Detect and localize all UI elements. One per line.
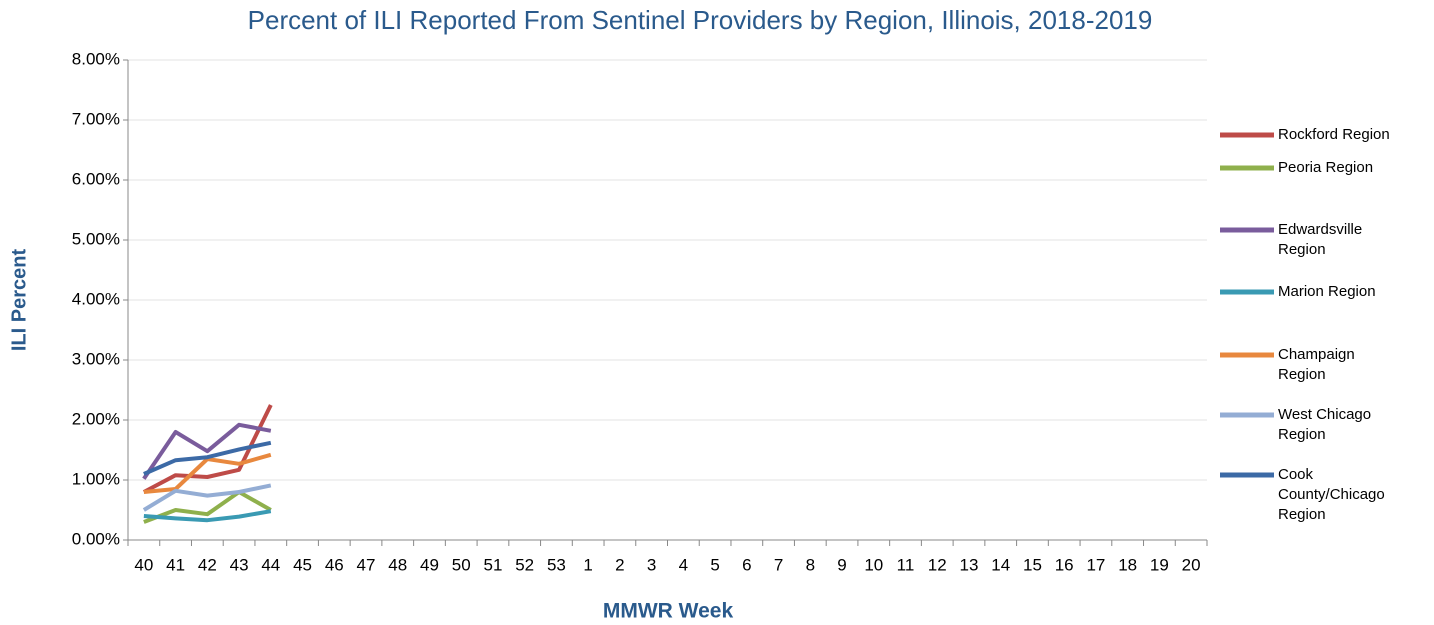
x-tick-label: 43 bbox=[230, 555, 249, 574]
y-tick-label: 1.00% bbox=[72, 469, 120, 488]
y-tick-label: 3.00% bbox=[72, 349, 120, 368]
legend-label: Peoria Region bbox=[1278, 159, 1374, 176]
y-tick-label: 0.00% bbox=[72, 529, 120, 548]
x-tick-label: 14 bbox=[991, 555, 1010, 574]
x-tick-label: 13 bbox=[960, 555, 979, 574]
y-axis-title: ILI Percent bbox=[8, 249, 30, 352]
series-line bbox=[142, 483, 272, 512]
x-tick-label: 8 bbox=[806, 555, 815, 574]
x-tick-label: 10 bbox=[864, 555, 883, 574]
x-tick-label: 47 bbox=[357, 555, 376, 574]
x-tick-label: 19 bbox=[1150, 555, 1169, 574]
series-line bbox=[143, 509, 272, 523]
x-tick-label: 42 bbox=[198, 555, 217, 574]
legend-label: Marion Region bbox=[1278, 283, 1376, 300]
legend-label: Champaign Region bbox=[1278, 346, 1355, 383]
x-tick-label: 5 bbox=[710, 555, 719, 574]
x-tick-label: 3 bbox=[647, 555, 656, 574]
x-tick-label: 17 bbox=[1086, 555, 1105, 574]
series-line bbox=[143, 490, 272, 524]
x-tick-label: 45 bbox=[293, 555, 312, 574]
x-tick-label: 41 bbox=[166, 555, 185, 574]
legend-label: Rockford Region bbox=[1278, 126, 1390, 143]
legend-label: Edwardsville Region bbox=[1278, 221, 1363, 258]
y-tick-label: 5.00% bbox=[72, 229, 120, 248]
y-tick-label: 6.00% bbox=[72, 169, 120, 188]
y-tick-label: 2.00% bbox=[72, 409, 120, 428]
series-line bbox=[142, 422, 272, 480]
x-tick-label: 44 bbox=[261, 555, 280, 574]
legend-label: West Chicago Region bbox=[1278, 406, 1372, 443]
x-tick-label: 15 bbox=[1023, 555, 1042, 574]
chart-title: Percent of ILI Reported From Sentinel Pr… bbox=[248, 5, 1153, 35]
x-tick-label: 9 bbox=[837, 555, 846, 574]
series-line bbox=[143, 440, 272, 476]
x-tick-label: 50 bbox=[452, 555, 471, 574]
x-tick-label: 51 bbox=[483, 555, 502, 574]
series-line bbox=[143, 452, 272, 494]
x-tick-label: 12 bbox=[928, 555, 947, 574]
x-tick-label: 40 bbox=[134, 555, 153, 574]
x-tick-label: 52 bbox=[515, 555, 534, 574]
x-tick-label: 18 bbox=[1118, 555, 1137, 574]
x-tick-label: 7 bbox=[774, 555, 783, 574]
x-axis-title: MMWR Week bbox=[603, 600, 734, 623]
x-tick-label: 49 bbox=[420, 555, 439, 574]
y-tick-label: 7.00% bbox=[72, 109, 120, 128]
x-tick-label: 4 bbox=[679, 555, 688, 574]
y-tick-label: 4.00% bbox=[72, 289, 120, 308]
x-tick-label: 48 bbox=[388, 555, 407, 574]
x-tick-label: 20 bbox=[1182, 555, 1201, 574]
x-tick-label: 6 bbox=[742, 555, 751, 574]
x-tick-label: 11 bbox=[897, 555, 915, 574]
x-tick-label: 16 bbox=[1055, 555, 1074, 574]
x-tick-label: 1 bbox=[583, 555, 592, 574]
y-tick-label: 8.00% bbox=[72, 49, 120, 68]
x-tick-label: 53 bbox=[547, 555, 566, 574]
x-tick-label: 46 bbox=[325, 555, 344, 574]
legend-label: Cook County/Chicago Region bbox=[1278, 466, 1385, 523]
x-tick-label: 2 bbox=[615, 555, 624, 574]
